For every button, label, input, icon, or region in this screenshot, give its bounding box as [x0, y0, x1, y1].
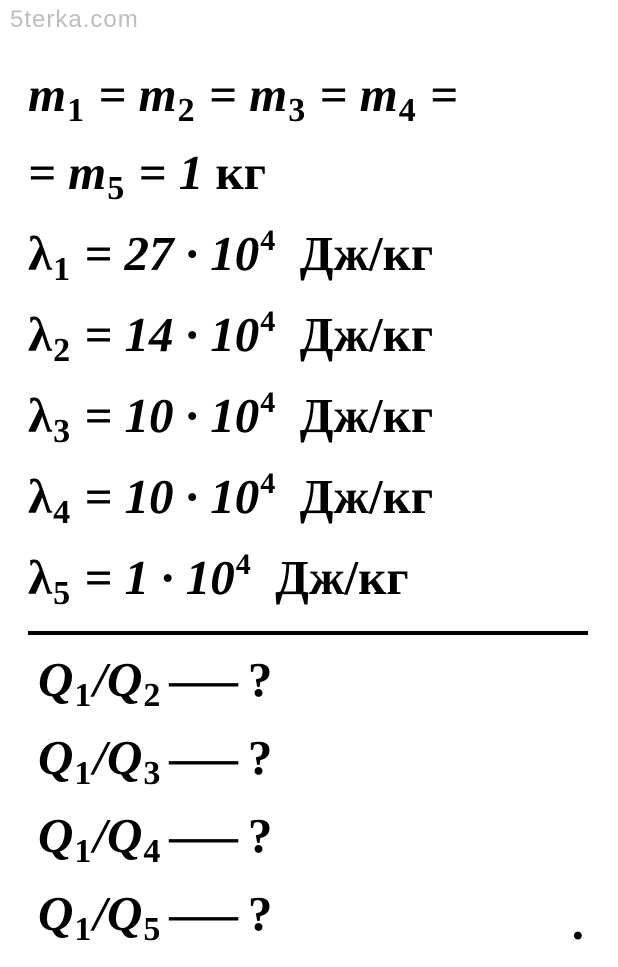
find-q1-q5: Q1/Q5 — ? [38, 889, 608, 947]
lambda-5: λ5 = 1 · 104 Дж/кг [28, 550, 608, 611]
lambda-3: λ3 = 10 · 104 Дж/кг [28, 388, 608, 449]
lambda-1: λ1 = 27 · 104 Дж/кг [28, 226, 608, 287]
trailing-period: . [572, 894, 584, 951]
given-find-divider [28, 631, 588, 635]
mass-equality-line-2: = m5 = 1 кг [28, 148, 608, 206]
page: { "watermark": "5terka.com", "given": { … [0, 0, 618, 966]
find-block: Q1/Q2 — ? Q1/Q3 — ? Q1/Q4 — ? Q1/Q5 — ? … [28, 655, 608, 947]
content: m1 = m2 = m3 = m4 = = m5 = 1 кг λ1 = 27 … [28, 50, 608, 967]
mass-equality-line-1: m1 = m2 = m3 = m4 = [28, 70, 608, 128]
find-q1-q3: Q1/Q3 — ? [38, 733, 608, 791]
lambda-4: λ4 = 10 · 104 Дж/кг [28, 469, 608, 530]
watermark-text: 5terka.com [10, 6, 139, 34]
find-q1-q4: Q1/Q4 — ? [38, 811, 608, 869]
find-q1-q2: Q1/Q2 — ? [38, 655, 608, 713]
lambda-2: λ2 = 14 · 104 Дж/кг [28, 307, 608, 368]
